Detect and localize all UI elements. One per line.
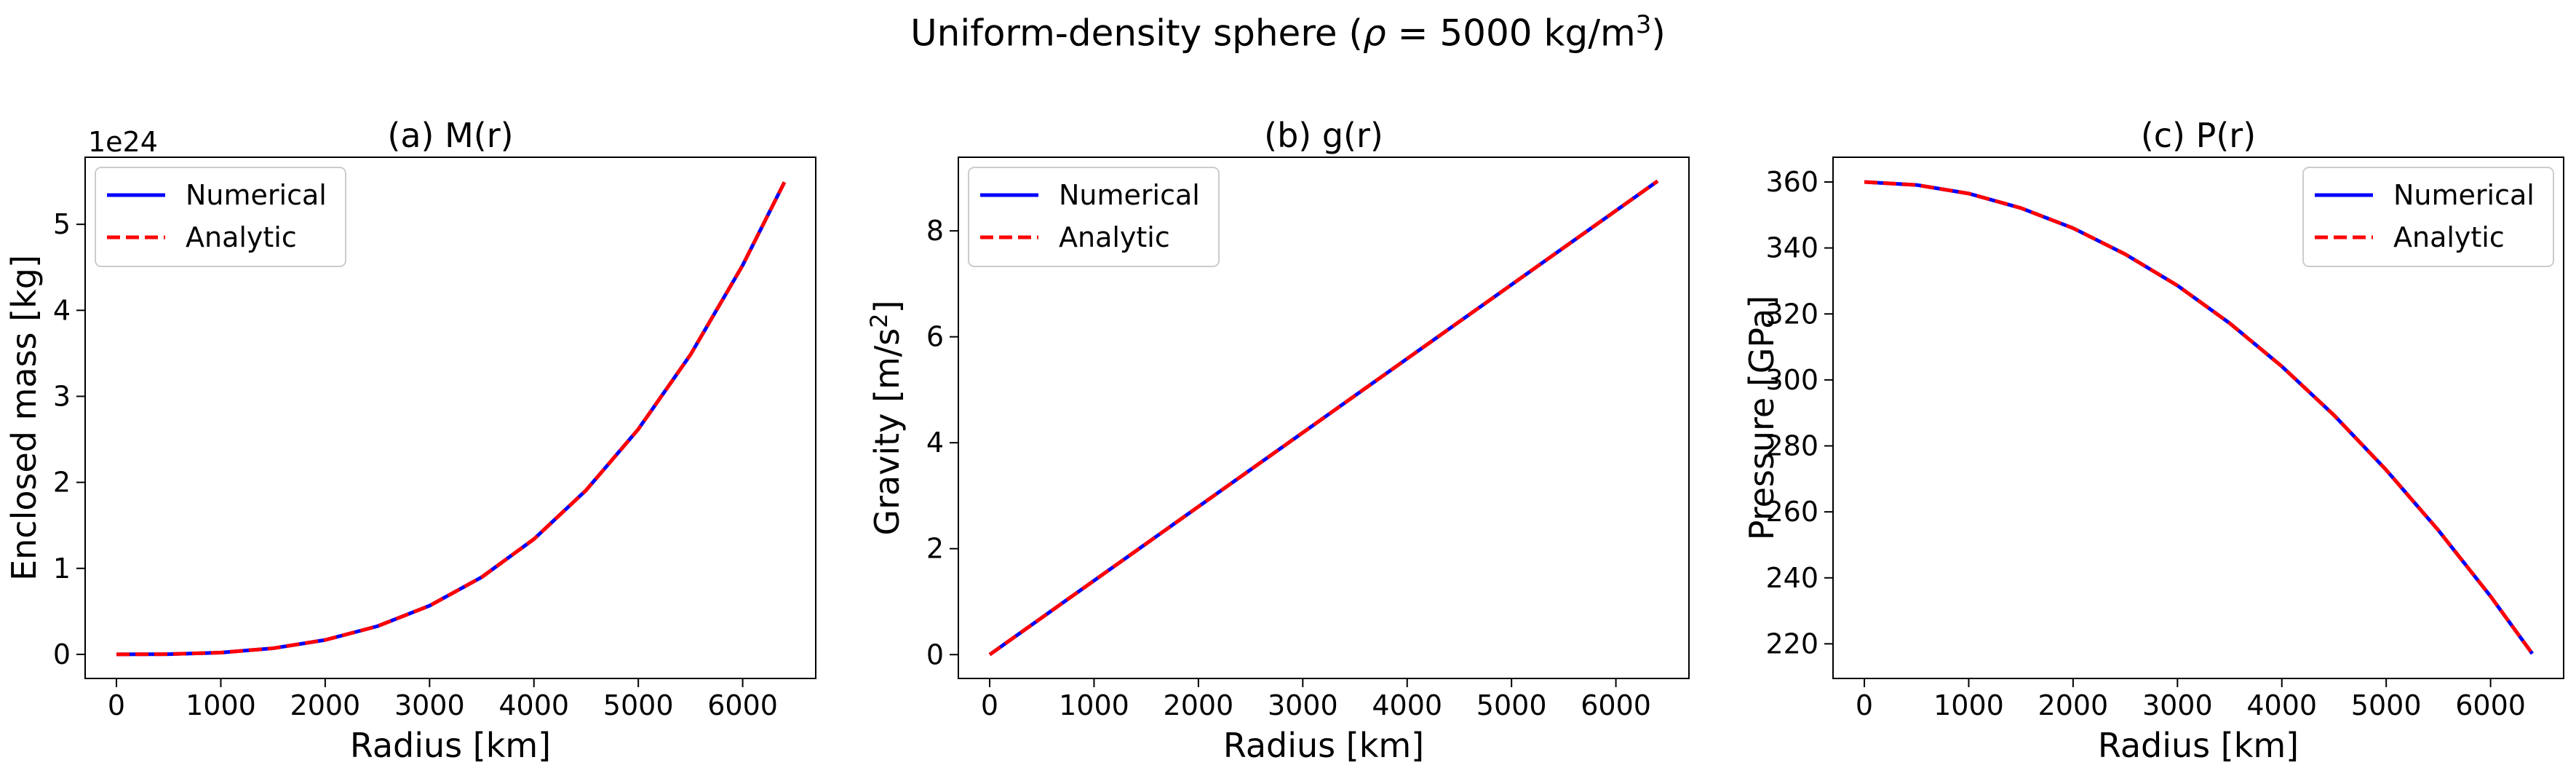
y-axis-label-suffix: ] (867, 300, 907, 313)
x-axis-label: Radius [km] (1223, 726, 1424, 765)
y-axis-label: Gravity [m/s2] (865, 300, 907, 535)
legend-label-numerical: Numerical (1059, 179, 1200, 211)
y-tick-label: 220 (1765, 627, 1818, 660)
figure-title-suffix: ) (1651, 12, 1666, 55)
legend-box (968, 167, 1220, 267)
y-tick-label: 240 (1765, 562, 1818, 594)
x-tick-label: 4000 (498, 689, 569, 721)
y-offset-label: 1e24 (88, 126, 158, 158)
subplot-title: (b) g(r) (1264, 116, 1383, 155)
y-tick-label: 2 (53, 467, 71, 499)
x-tick-label: 1000 (186, 689, 256, 721)
y-tick-label: 260 (1765, 496, 1818, 528)
y-tick-label: 3 (53, 380, 71, 412)
legend-box (2302, 167, 2554, 267)
x-tick-label: 0 (981, 689, 998, 721)
x-tick-label: 3000 (394, 689, 465, 721)
series-line-analytic (116, 181, 787, 657)
subplot-2: 0 1000 2000 3000 4000 5000 6000 0 2 4 6 8 (b) g(r) Ra… (865, 116, 1690, 765)
x-tick-label: 2000 (2038, 689, 2109, 721)
y-tick-label: 2 (926, 533, 944, 565)
y-axis-label-prefix: Gravity [m/s (867, 328, 907, 536)
figure-title-symbol: ρ (1362, 12, 1386, 55)
figure-title: Uniform-density sphere (ρ = 5000 kg/m3) (0, 10, 2576, 55)
plot-frame (958, 157, 1690, 679)
plot-frame (1832, 157, 2564, 679)
x-tick-label: 2000 (290, 689, 361, 721)
x-tick-label: 4000 (1372, 689, 1442, 721)
x-tick-label: 1000 (1059, 689, 1129, 721)
legend-label-analytic: Analytic (1059, 221, 1170, 253)
legend-label-numerical: Numerical (186, 179, 327, 211)
legend: Numerical Analytic (968, 167, 1220, 267)
y-axis-label: Enclosed mass [kg] (4, 255, 44, 581)
legend-label-analytic: Analytic (186, 221, 297, 253)
legend-box (95, 167, 346, 267)
subplot-title: (c) P(r) (2141, 116, 2256, 155)
legend: Numerical Analytic (2302, 167, 2554, 267)
x-tick-label: 6000 (2455, 689, 2526, 721)
subplot-1: 0 1000 2000 3000 4000 5000 6000 0 1 2 3 4 5 (a) M(r) R… (4, 116, 816, 765)
x-tick-label: 0 (1856, 689, 1873, 721)
y-tick-label: 340 (1765, 232, 1818, 264)
x-tick-label: 5000 (1476, 689, 1547, 721)
y-tick-label: 360 (1765, 166, 1818, 198)
legend-label-numerical: Numerical (2393, 179, 2535, 211)
y-tick-label: 320 (1765, 298, 1818, 330)
x-tick-label: 3000 (2142, 689, 2213, 721)
legend: Numerical Analytic (95, 167, 346, 267)
y-axis-label-exponent: 2 (865, 313, 893, 328)
x-axis-label: Radius [km] (350, 726, 551, 765)
subplot-title: (a) M(r) (387, 116, 513, 155)
x-tick-label: 6000 (1581, 689, 1651, 721)
x-tick-label: 4000 (2246, 689, 2317, 721)
legend-label-analytic: Analytic (2393, 221, 2505, 253)
figure-title-exponent: 3 (1635, 10, 1652, 39)
series-line-analytic (1864, 180, 2534, 655)
x-tick-label: 6000 (707, 689, 778, 721)
x-tick-label: 5000 (2351, 689, 2422, 721)
y-tick-label: 0 (53, 638, 71, 670)
figure-title-prefix: Uniform-density sphere ( (910, 12, 1363, 55)
x-tick-label: 3000 (1268, 689, 1338, 721)
y-tick-label: 4 (53, 294, 71, 326)
y-tick-label: 1 (53, 553, 71, 585)
x-tick-label: 2000 (1164, 689, 1234, 721)
figure-title-middle: = 5000 kg/m (1386, 12, 1636, 55)
x-axis-label: Radius [km] (2098, 726, 2299, 765)
plot-frame (84, 157, 816, 679)
series-line-analytic (988, 179, 1659, 657)
y-axis-label: Pressure [GPa] (1742, 296, 1781, 540)
x-tick-label: 5000 (603, 689, 674, 721)
y-tick-label: 300 (1765, 364, 1818, 396)
y-tick-label: 6 (926, 321, 944, 353)
y-tick-label: 0 (926, 638, 944, 670)
y-tick-label: 280 (1765, 430, 1818, 462)
y-tick-label: 4 (926, 427, 944, 459)
y-tick-label: 8 (926, 215, 944, 247)
x-tick-label: 0 (108, 689, 125, 721)
subplot-3: 0 1000 2000 3000 4000 5000 6000 220 240 260 280 300… (1742, 116, 2564, 765)
y-tick-label: 5 (53, 208, 71, 240)
x-tick-label: 1000 (1933, 689, 2004, 721)
